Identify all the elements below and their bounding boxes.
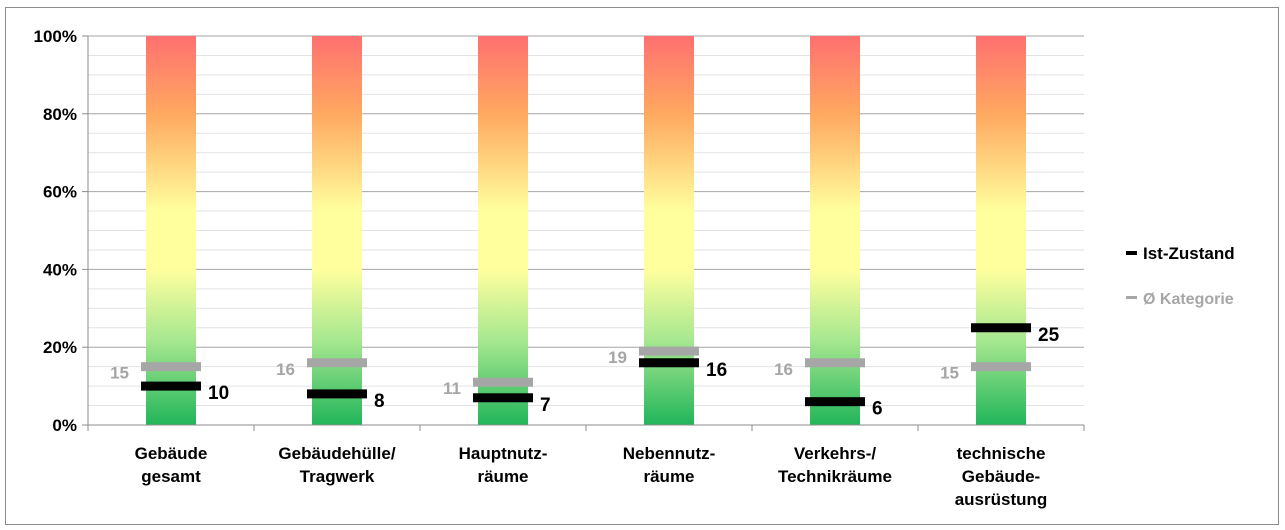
ist-zustand-marker bbox=[307, 389, 367, 399]
gradient-bar bbox=[146, 36, 196, 425]
category-labels: Gebäude gesamt Gebäudehülle/Tragwerk Hauptn… bbox=[135, 444, 1048, 509]
ist-zustand-marker bbox=[473, 393, 533, 403]
chart-frame bbox=[5, 7, 1279, 525]
ist-zustand-marker bbox=[639, 358, 699, 368]
avg-category-value-label: 11 bbox=[443, 379, 461, 398]
legend-avg-swatch bbox=[1126, 296, 1137, 299]
ist-zustand-value-label: 16 bbox=[706, 360, 727, 381]
gradient-bar bbox=[976, 36, 1026, 425]
y-tick-label: 60% bbox=[43, 183, 77, 202]
category-label: Hauptnutz-räume bbox=[459, 444, 548, 486]
avg-category-marker bbox=[141, 362, 201, 372]
ist-zustand-marker bbox=[141, 381, 201, 391]
legend-avg-label: Ø Kategorie bbox=[1143, 291, 1234, 308]
avg-category-marker bbox=[805, 358, 865, 368]
data-labels: 15 16 11 19 16 15 10 8 7 16 6 25 bbox=[110, 325, 1059, 420]
ist-zustand-marker bbox=[971, 323, 1031, 333]
ist-zustand-marker bbox=[805, 397, 865, 407]
category-label: Nebennutz-räume bbox=[623, 444, 716, 486]
avg-category-value-label: 15 bbox=[110, 364, 129, 383]
gridlines bbox=[88, 35, 1084, 407]
avg-category-value-label: 16 bbox=[276, 360, 295, 379]
y-tick-label: 100% bbox=[34, 27, 77, 46]
avg-category-marker bbox=[473, 377, 533, 387]
avg-category-value-label: 16 bbox=[774, 360, 793, 379]
ist-zustand-value-label: 6 bbox=[872, 399, 883, 420]
y-tick-label: 80% bbox=[43, 105, 77, 124]
marker-lines bbox=[141, 323, 1031, 407]
ist-zustand-value-label: 8 bbox=[374, 391, 385, 412]
y-tick-label: 0% bbox=[52, 416, 77, 435]
ist-zustand-value-label: 10 bbox=[208, 383, 229, 404]
category-label: Gebäudehülle/Tragwerk bbox=[278, 444, 395, 486]
y-tick-label: 40% bbox=[43, 260, 77, 279]
axes bbox=[82, 35, 1085, 431]
ist-zustand-value-label: 25 bbox=[1038, 325, 1060, 346]
category-label: technische Gebäude-ausrüstung bbox=[955, 444, 1048, 509]
avg-category-marker bbox=[307, 358, 367, 368]
y-tick-label: 20% bbox=[43, 338, 77, 357]
category-label: Gebäude gesamt bbox=[135, 444, 208, 486]
avg-category-value-label: 15 bbox=[940, 364, 959, 383]
gradient-bar bbox=[478, 36, 528, 425]
category-label: Verkehrs-/Technikräume bbox=[778, 444, 892, 486]
legend-ist-swatch bbox=[1126, 251, 1137, 255]
y-tick-labels: 0% 20% 40% 60% 80% 100% bbox=[34, 27, 77, 435]
avg-category-marker bbox=[971, 362, 1031, 372]
avg-category-marker bbox=[639, 346, 699, 356]
legend: Ist-Zustand Ø Kategorie bbox=[1126, 244, 1235, 308]
ist-zustand-value-label: 7 bbox=[540, 395, 551, 416]
avg-category-value-label: 19 bbox=[608, 348, 627, 367]
legend-ist-label: Ist-Zustand bbox=[1143, 244, 1235, 263]
